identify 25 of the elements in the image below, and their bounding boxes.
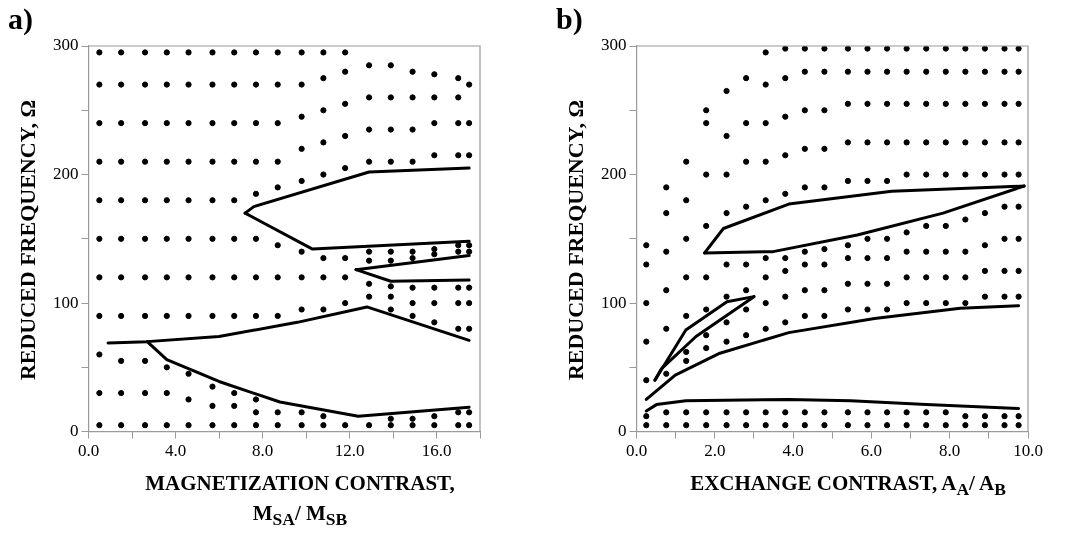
x-axis-title: EXCHANGE CONTRAST, A$_{A}$/ A$_{B}$ — [689, 470, 1007, 502]
x-tick-label: 2.0 — [704, 441, 726, 461]
y-tick-label: 300 — [53, 35, 79, 55]
x-tick-label: 0.0 — [77, 441, 100, 461]
y-tick-label: 200 — [601, 164, 627, 183]
y-tick-label: 100 — [601, 292, 627, 312]
y-tick-label: 200 — [53, 164, 79, 183]
y-tick-label: 0 — [70, 421, 79, 441]
x-tick-label: 0.0 — [625, 441, 648, 461]
y-axis-title: REDUCED FREQUENCY, Ω — [15, 99, 41, 381]
x-tick-label: 4.0 — [782, 441, 804, 461]
y-tick-label: 0 — [618, 421, 627, 441]
x-axis-title: MAGNETIZATION CONTRAST, M$_{SA}$/ M$_{SB}$ — [144, 470, 456, 532]
x-tick-label: 8.0 — [939, 441, 961, 461]
chart-title: b) — [556, 2, 583, 36]
x-tick-label: 4.0 — [164, 441, 187, 461]
chart-title: a) — [8, 2, 33, 36]
x-tick-label: 10.0 — [1013, 441, 1043, 461]
x-tick-label: 8.0 — [251, 441, 274, 461]
x-tick-label: 6.0 — [860, 441, 883, 461]
x-tick-label: 12.0 — [334, 441, 365, 461]
y-axis-title: REDUCED FREQUENCY, Ω — [563, 99, 589, 381]
y-tick-label: 300 — [601, 35, 627, 55]
x-tick-label: 16.0 — [421, 441, 452, 461]
y-tick-label: 100 — [53, 292, 79, 312]
